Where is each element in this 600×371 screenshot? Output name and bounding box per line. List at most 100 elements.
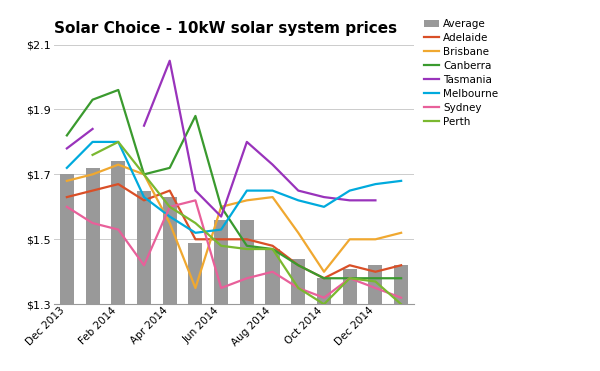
Adelaide [218,237,225,242]
Bar [86,168,100,304]
Sydney [192,198,199,203]
Bar [343,269,357,304]
Bar [188,243,202,304]
Bar [368,265,383,304]
Adelaide [89,188,96,193]
Sydney [346,276,353,280]
Brisbane [295,230,302,235]
Brisbane [269,195,276,199]
Brisbane [140,172,148,177]
Brisbane [218,204,225,209]
Melbourne [192,230,199,235]
Line: Brisbane: Brisbane [67,165,401,288]
Perth [398,302,405,306]
Adelaide [140,198,148,203]
Melbourne [398,179,405,183]
Bar [111,161,125,304]
Brisbane [398,230,405,235]
Bar [240,220,254,304]
Tasmania [89,127,96,131]
Sydney [89,221,96,225]
Melbourne [243,188,250,193]
Perth [218,244,225,248]
Bar [60,174,74,304]
Canberra [63,133,70,138]
Melbourne [295,198,302,203]
Sydney [218,286,225,290]
Sydney [243,276,250,280]
Melbourne [320,204,328,209]
Line: Canberra: Canberra [67,90,401,278]
Perth [166,204,173,209]
Perth [243,247,250,251]
Line: Perth: Perth [92,142,401,304]
Bar [265,249,280,304]
Melbourne [346,188,353,193]
Sydney [63,204,70,209]
Line: Adelaide: Adelaide [67,184,401,278]
Melbourne [269,188,276,193]
Brisbane [243,198,250,203]
Canberra [372,276,379,280]
Canberra [192,114,199,118]
Melbourne [140,195,148,199]
Tasmania [63,146,70,151]
Perth [346,276,353,280]
Canberra [166,166,173,170]
Perth [140,172,148,177]
Adelaide [320,276,328,280]
Sydney [295,286,302,290]
Line: Tasmania: Tasmania [67,129,92,148]
Adelaide [115,182,122,186]
Sydney [269,270,276,274]
Adelaide [243,237,250,242]
Adelaide [372,270,379,274]
Adelaide [346,263,353,267]
Bar [317,278,331,304]
Brisbane [346,237,353,242]
Canberra [295,263,302,267]
Bar [291,259,305,304]
Brisbane [63,179,70,183]
Melbourne [63,166,70,170]
Perth [89,153,96,157]
Bar [137,191,151,304]
Perth [192,221,199,225]
Sydney [320,295,328,300]
Legend: Average, Adelaide, Brisbane, Canberra, Tasmania, Melbourne, Sydney, Perth: Average, Adelaide, Brisbane, Canberra, T… [420,15,502,131]
Canberra [398,276,405,280]
Melbourne [372,182,379,186]
Perth [372,279,379,284]
Sydney [166,204,173,209]
Canberra [140,172,148,177]
Bar [394,265,408,304]
Adelaide [398,263,405,267]
Brisbane [320,270,328,274]
Perth [269,247,276,251]
Adelaide [269,244,276,248]
Canberra [346,276,353,280]
Melbourne [89,140,96,144]
Line: Sydney: Sydney [67,200,401,298]
Canberra [320,276,328,280]
Perth [115,140,122,144]
Sydney [140,263,148,267]
Line: Melbourne: Melbourne [67,142,401,233]
Canberra [269,247,276,251]
Brisbane [372,237,379,242]
Adelaide [192,237,199,242]
Canberra [218,204,225,209]
Canberra [243,244,250,248]
Melbourne [166,214,173,219]
Sydney [398,295,405,300]
Bar [163,197,177,304]
Canberra [115,88,122,92]
Melbourne [218,227,225,232]
Brisbane [89,172,96,177]
Sydney [372,286,379,290]
Bar [214,220,228,304]
Sydney [115,227,122,232]
Adelaide [295,263,302,267]
Perth [295,286,302,290]
Canberra [89,98,96,102]
